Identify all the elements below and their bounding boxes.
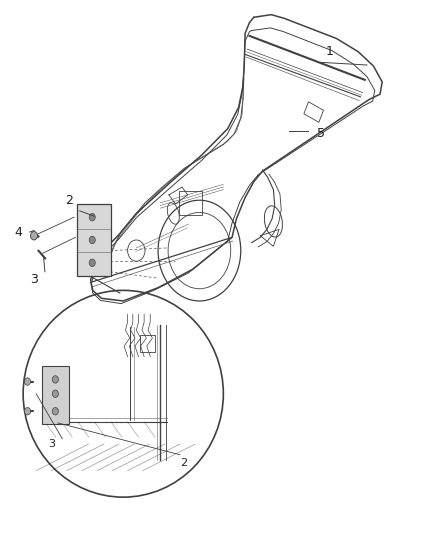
Circle shape <box>25 378 31 385</box>
Text: 5: 5 <box>317 127 325 140</box>
Circle shape <box>89 214 95 221</box>
Text: 3: 3 <box>48 439 55 449</box>
Text: 3: 3 <box>30 273 38 286</box>
Text: 2: 2 <box>65 193 73 207</box>
Text: 4: 4 <box>15 225 23 239</box>
Circle shape <box>52 408 58 415</box>
Circle shape <box>89 236 95 244</box>
Bar <box>304 102 323 122</box>
Circle shape <box>52 376 58 383</box>
Text: 2: 2 <box>180 458 188 467</box>
FancyBboxPatch shape <box>77 205 111 276</box>
FancyBboxPatch shape <box>42 366 69 424</box>
Text: 1: 1 <box>326 45 334 58</box>
Circle shape <box>52 390 58 398</box>
Circle shape <box>25 408 31 415</box>
Circle shape <box>89 259 95 266</box>
Circle shape <box>31 231 38 240</box>
